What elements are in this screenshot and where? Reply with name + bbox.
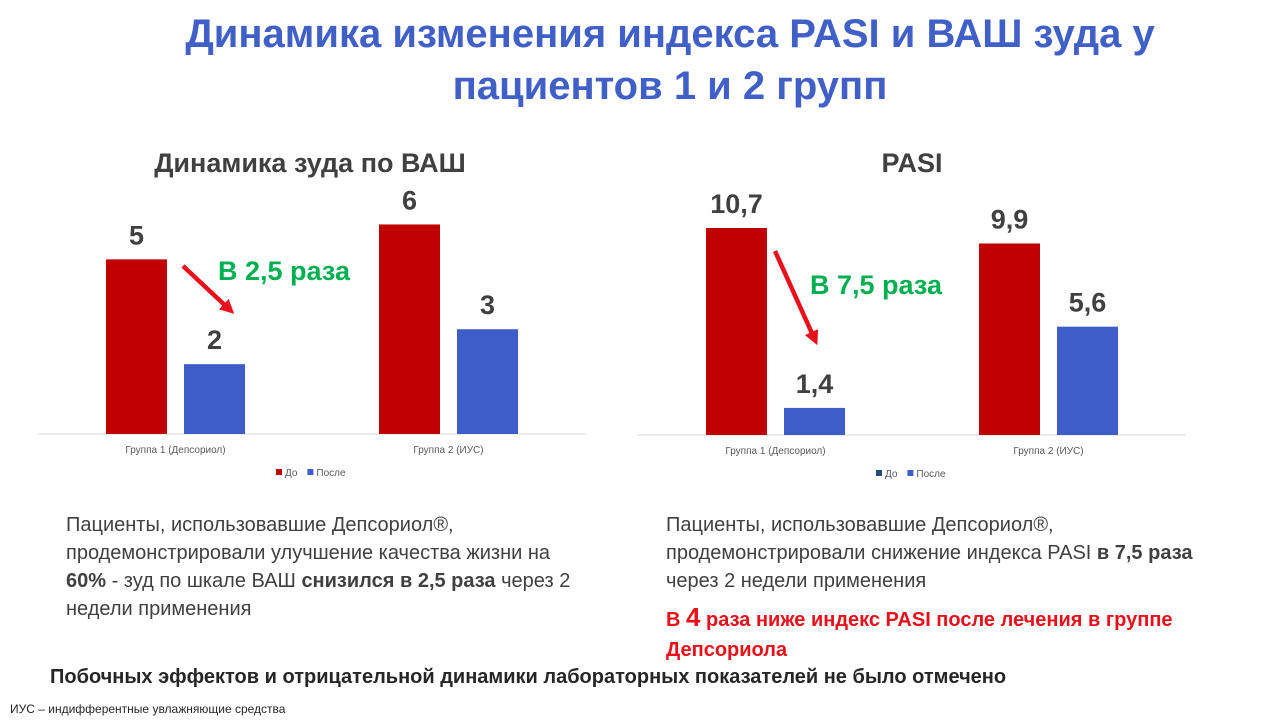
legend-label: До: [285, 468, 298, 479]
decrease-arrow-icon: [772, 250, 819, 346]
legend-swatch: [307, 469, 314, 475]
bar-После-2: [457, 329, 518, 434]
pasi-chart: 10,7 9,9 1,4 5,6 Группа 1 (Депсориол) Группа …: [637, 189, 1186, 480]
bar-value-label: 9,9: [991, 204, 1029, 234]
category-tick-label: Группа 2 (ИУС): [1013, 446, 1083, 457]
category-tick-label: Группа 1 (Депсориол): [725, 446, 825, 457]
chart-title-vas: Динамика зуда по ВАШ: [154, 148, 466, 178]
bar-После-1: [784, 407, 845, 435]
legend-label: До: [885, 469, 898, 480]
bar-value-label: 6: [402, 185, 417, 215]
bar-value-label: 3: [480, 290, 495, 320]
bar-value-label: 5,6: [1069, 288, 1107, 318]
vas-summary: Пациенты, использовавшие Депсориол®, про…: [66, 514, 571, 620]
bar-value-label: 1,4: [796, 369, 834, 399]
main-title: Динамика изменения индекса PASI и ВАШ зу…: [185, 12, 1155, 108]
bar-value-label: 5: [129, 220, 144, 250]
bar-value-label: 2: [207, 325, 222, 355]
legend-swatch: [876, 470, 882, 476]
decrease-arrow-icon: [181, 264, 235, 314]
abbreviation-footnote: ИУС – индифферентные увлажняющие средств…: [10, 702, 286, 716]
pasi-summary: Пациенты, использовавшие Депсориол®, про…: [666, 514, 1193, 592]
bar-После-2: [1057, 326, 1118, 435]
pasi-comparison-note: В 4 раза ниже индекс PASI после лечения …: [666, 602, 1173, 661]
category-tick-label: Группа 2 (ИУС): [413, 445, 483, 456]
side-effects-note: Побочных эффектов и отрицательной динами…: [50, 666, 1007, 688]
reduction-factor-label: В 7,5 раза: [810, 270, 943, 300]
bar-До-1: [106, 259, 167, 434]
legend-swatch: [276, 469, 282, 475]
bar-До-2: [379, 224, 440, 434]
bar-До-2: [979, 243, 1040, 435]
charts-canvas: 5 6 2 3 Группа 1 (Депсориол) Группа 2 (ИУС) До…: [38, 185, 1186, 480]
bar-После-1: [184, 364, 245, 434]
chart-title-pasi: PASI: [881, 148, 943, 178]
legend-label: После: [916, 469, 946, 480]
category-tick-label: Группа 1 (Депсориол): [125, 445, 225, 456]
vas-chart: 5 6 2 3 Группа 1 (Депсориол) Группа 2 (ИУС) До…: [38, 185, 586, 479]
reduction-factor-label: В 2,5 раза: [218, 256, 351, 286]
bar-До-1: [706, 228, 767, 435]
legend-label: После: [316, 468, 346, 479]
bar-value-label: 10,7: [710, 189, 763, 219]
legend-swatch: [907, 470, 914, 476]
